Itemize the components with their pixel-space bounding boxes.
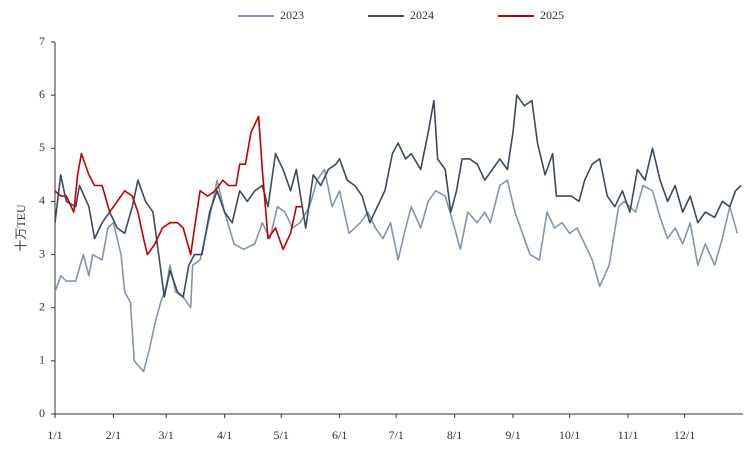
series-line [54, 168, 739, 373]
x-tick-label: 5/1 [274, 428, 289, 442]
legend-label: 2024 [410, 8, 434, 22]
x-tick-label: 1/1 [47, 428, 62, 442]
x-tick-label: 7/1 [389, 428, 404, 442]
x-tick-label: 3/1 [159, 428, 174, 442]
y-tick-label: 3 [39, 246, 45, 260]
x-tick-label: 10/1 [559, 428, 580, 442]
x-tick-label: 4/1 [217, 428, 232, 442]
x-tick-label: 9/1 [505, 428, 520, 442]
x-tick-label: 6/1 [332, 428, 347, 442]
x-tick-label: 11/1 [618, 428, 639, 442]
series-line [54, 94, 742, 298]
y-tick-label: 1 [39, 353, 45, 367]
y-tick-label: 7 [39, 34, 45, 48]
y-tick-label: 2 [39, 299, 45, 313]
y-tick-label: 0 [39, 406, 45, 420]
x-tick-label: 2/1 [106, 428, 121, 442]
legend-label: 2025 [540, 8, 564, 22]
legend-label: 2023 [280, 8, 304, 22]
x-tick-label: 12/1 [674, 428, 695, 442]
y-axis-label: 十万TEU [14, 204, 28, 252]
series-line [54, 115, 302, 256]
y-tick-label: 5 [39, 140, 45, 154]
y-tick-label: 4 [39, 193, 45, 207]
x-tick-label: 8/1 [447, 428, 462, 442]
y-tick-label: 6 [39, 87, 45, 101]
